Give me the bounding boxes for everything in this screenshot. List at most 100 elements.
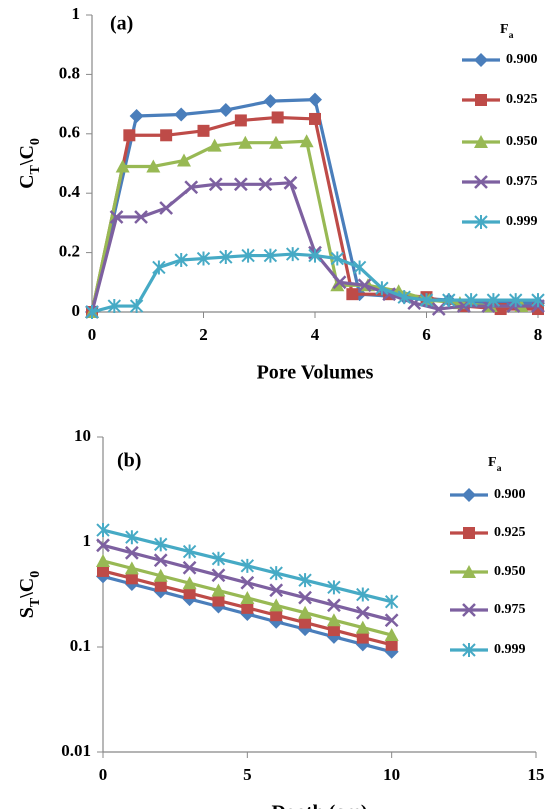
axis-title: ST\C0 xyxy=(16,571,43,618)
data-point xyxy=(208,177,223,192)
data-point xyxy=(384,594,399,609)
data-point xyxy=(153,553,168,568)
data-point xyxy=(146,159,161,173)
data-point xyxy=(308,92,322,107)
legend-label: 0.999 xyxy=(494,642,526,657)
data-point xyxy=(96,523,110,538)
data-point xyxy=(129,299,144,314)
legend-marker xyxy=(463,527,475,539)
legend-label: 0.975 xyxy=(494,602,526,617)
legend-marker xyxy=(474,215,488,229)
data-point xyxy=(355,605,370,620)
data-point xyxy=(356,631,369,644)
subscript: T xyxy=(28,597,43,607)
data-point xyxy=(85,305,99,319)
data-point xyxy=(375,281,389,296)
x-tick-label: 15 xyxy=(528,765,545,784)
series xyxy=(96,538,399,628)
legend-marker xyxy=(474,53,488,67)
data-point xyxy=(508,293,523,308)
legend-label: 0.950 xyxy=(506,134,538,149)
data-point xyxy=(233,177,248,192)
legend-marker xyxy=(462,565,476,578)
data-point xyxy=(238,135,253,149)
y-tick-label: 1 xyxy=(83,531,92,550)
text-part: F xyxy=(488,455,497,470)
data-point xyxy=(269,598,284,612)
series xyxy=(97,564,398,651)
x-tick-label: 0 xyxy=(88,325,97,344)
legend-marker xyxy=(462,488,476,502)
y-tick-label: 10 xyxy=(74,426,91,445)
data-point xyxy=(211,583,226,597)
series-line xyxy=(90,98,538,313)
x-tick-label: 6 xyxy=(422,325,431,344)
data-point xyxy=(240,558,255,573)
data-point xyxy=(154,537,168,552)
text-part: C xyxy=(16,174,38,188)
data-point xyxy=(176,153,191,167)
data-point xyxy=(153,568,168,582)
x-axis-title: Pore Volumes xyxy=(257,362,374,384)
legend-marker xyxy=(462,603,476,617)
x-tick-label: 4 xyxy=(311,325,320,344)
legend-label: 0.900 xyxy=(506,52,538,67)
legend-label: 0.925 xyxy=(494,525,526,540)
legend-label: 0.950 xyxy=(494,564,526,579)
data-point xyxy=(241,248,255,263)
data-point xyxy=(346,288,359,301)
data-point xyxy=(211,551,226,566)
data-point xyxy=(129,108,144,123)
data-point xyxy=(298,605,313,619)
legend-marker xyxy=(474,175,488,189)
data-point xyxy=(182,576,197,590)
data-point xyxy=(219,250,233,265)
data-point xyxy=(263,94,278,109)
x-tick-label: 8 xyxy=(534,325,543,344)
data-point xyxy=(352,260,367,275)
series xyxy=(96,523,399,609)
data-point xyxy=(212,594,225,607)
y-tick-label: 0.01 xyxy=(61,741,91,760)
data-point xyxy=(442,293,456,308)
data-point xyxy=(182,544,197,559)
data-point xyxy=(207,138,222,152)
data-point xyxy=(258,177,273,192)
data-point xyxy=(327,580,341,595)
data-point xyxy=(357,278,372,293)
axis-title: CT\C0 xyxy=(16,138,43,189)
data-point xyxy=(298,590,312,605)
x-tick-label: 5 xyxy=(243,765,252,784)
data-point xyxy=(356,587,370,602)
data-point xyxy=(107,299,122,314)
legend-marker xyxy=(475,94,487,106)
data-point xyxy=(134,210,148,224)
data-point xyxy=(327,624,340,637)
data-point xyxy=(268,135,283,149)
subscript: a xyxy=(497,463,502,474)
text-part: \C xyxy=(16,578,38,599)
data-point xyxy=(184,180,199,195)
y-tick-label: 0.8 xyxy=(59,63,80,82)
axis-title: Fa xyxy=(500,22,514,41)
data-point xyxy=(241,601,254,614)
data-point xyxy=(308,248,322,263)
x-axis-title: Depth (cm) xyxy=(271,802,367,809)
data-point xyxy=(197,124,210,137)
data-point xyxy=(115,159,130,173)
data-point xyxy=(240,590,255,604)
data-point xyxy=(283,175,298,190)
panel-label: (b) xyxy=(117,450,141,472)
data-point xyxy=(125,530,139,545)
data-point xyxy=(419,293,434,308)
data-point xyxy=(270,609,283,622)
legend-label: 0.975 xyxy=(506,174,538,189)
legend-label: 0.900 xyxy=(494,487,526,502)
subscript: 0 xyxy=(28,138,43,145)
data-point xyxy=(384,628,399,642)
y-tick-label: 0.1 xyxy=(70,636,91,655)
data-point xyxy=(124,545,139,560)
series-line xyxy=(90,115,538,313)
data-point xyxy=(299,616,312,629)
